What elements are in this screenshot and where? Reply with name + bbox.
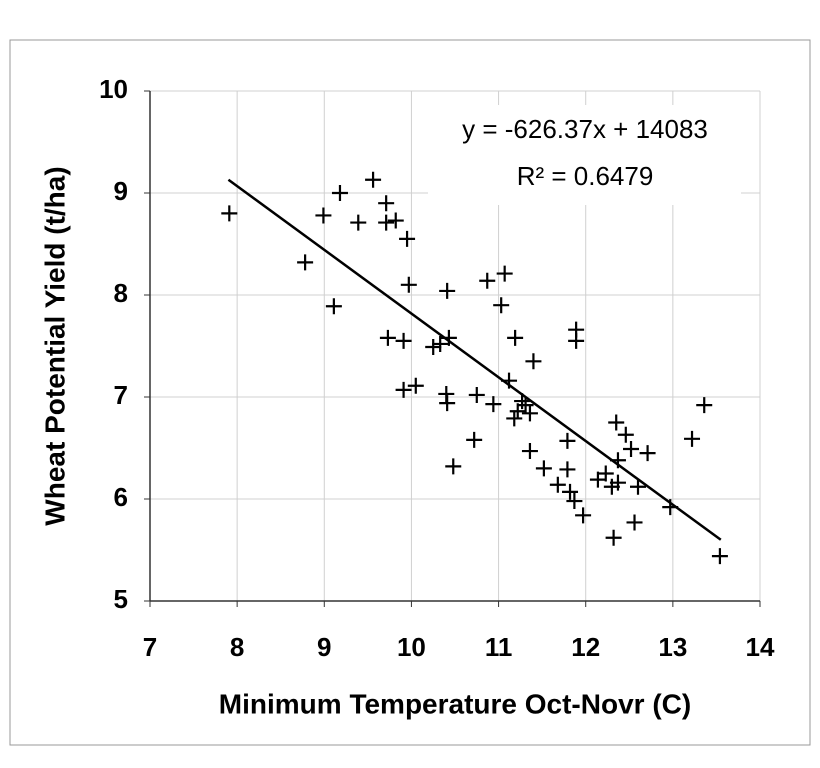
trendline: [227, 178, 722, 541]
point: [496, 265, 513, 282]
point: [566, 493, 583, 510]
point: [365, 171, 382, 188]
point: [399, 230, 416, 247]
annotation-box: [428, 105, 741, 205]
point: [485, 396, 502, 413]
x-axis-title: Minimum Temperature Oct-Novr (C): [219, 688, 691, 719]
point: [395, 381, 412, 398]
point: [696, 397, 713, 414]
point: [439, 282, 456, 299]
point: [617, 426, 634, 443]
point: [559, 432, 576, 449]
x-tick-label: 8: [230, 632, 244, 662]
annotation: y = -626.37x + 14083: [462, 114, 708, 144]
point: [325, 298, 342, 315]
point: [535, 460, 552, 477]
point: [507, 329, 524, 346]
x-tick-label: 14: [746, 632, 775, 662]
point: [407, 377, 424, 394]
point: [466, 431, 483, 448]
point: [521, 443, 538, 460]
y-tick-label: 10: [99, 74, 128, 104]
x-tick-label: 12: [571, 632, 600, 662]
point: [575, 507, 592, 524]
point: [425, 339, 442, 356]
point: [395, 332, 412, 349]
point: [315, 207, 332, 224]
point: [506, 410, 523, 427]
point: [350, 214, 367, 231]
point: [400, 276, 417, 293]
point: [479, 272, 496, 289]
point: [297, 254, 314, 271]
point: [221, 205, 238, 222]
point: [387, 212, 404, 229]
point: [605, 529, 622, 546]
point: [608, 414, 625, 431]
point: [468, 386, 485, 403]
y-tick-label: 9: [114, 176, 128, 206]
point: [623, 441, 640, 458]
annotation: R² = 0.6479: [517, 161, 654, 191]
point: [626, 514, 643, 531]
point: [684, 430, 701, 447]
x-tick-label: 11: [485, 632, 513, 662]
y-axis-title: Wheat Potential Yield (t/ha): [39, 166, 70, 525]
point: [711, 548, 728, 565]
point: [639, 445, 656, 462]
x-tick-label: 9: [317, 632, 331, 662]
y-tick-label: 6: [114, 482, 128, 512]
point: [445, 458, 462, 475]
point: [439, 395, 456, 412]
point: [331, 185, 348, 201]
point: [379, 329, 396, 346]
point: [630, 478, 646, 495]
point: [493, 297, 510, 314]
y-tick-label: 7: [114, 380, 128, 410]
point: [549, 476, 566, 493]
point: [559, 461, 576, 478]
point: [609, 474, 626, 491]
point: [525, 353, 542, 370]
point: [568, 332, 585, 349]
x-tick-label: 13: [658, 632, 687, 662]
x-tick-label: 7: [143, 632, 157, 662]
x-tick-label: 10: [397, 632, 426, 662]
point: [432, 335, 449, 352]
point: [597, 465, 614, 482]
point: [378, 195, 395, 212]
point: [517, 397, 534, 414]
point: [562, 483, 579, 500]
y-tick-label: 8: [114, 278, 128, 308]
y-tick-label: 5: [114, 584, 128, 614]
chart-frame: [9, 39, 811, 746]
point: [378, 214, 395, 231]
point: [521, 405, 538, 422]
